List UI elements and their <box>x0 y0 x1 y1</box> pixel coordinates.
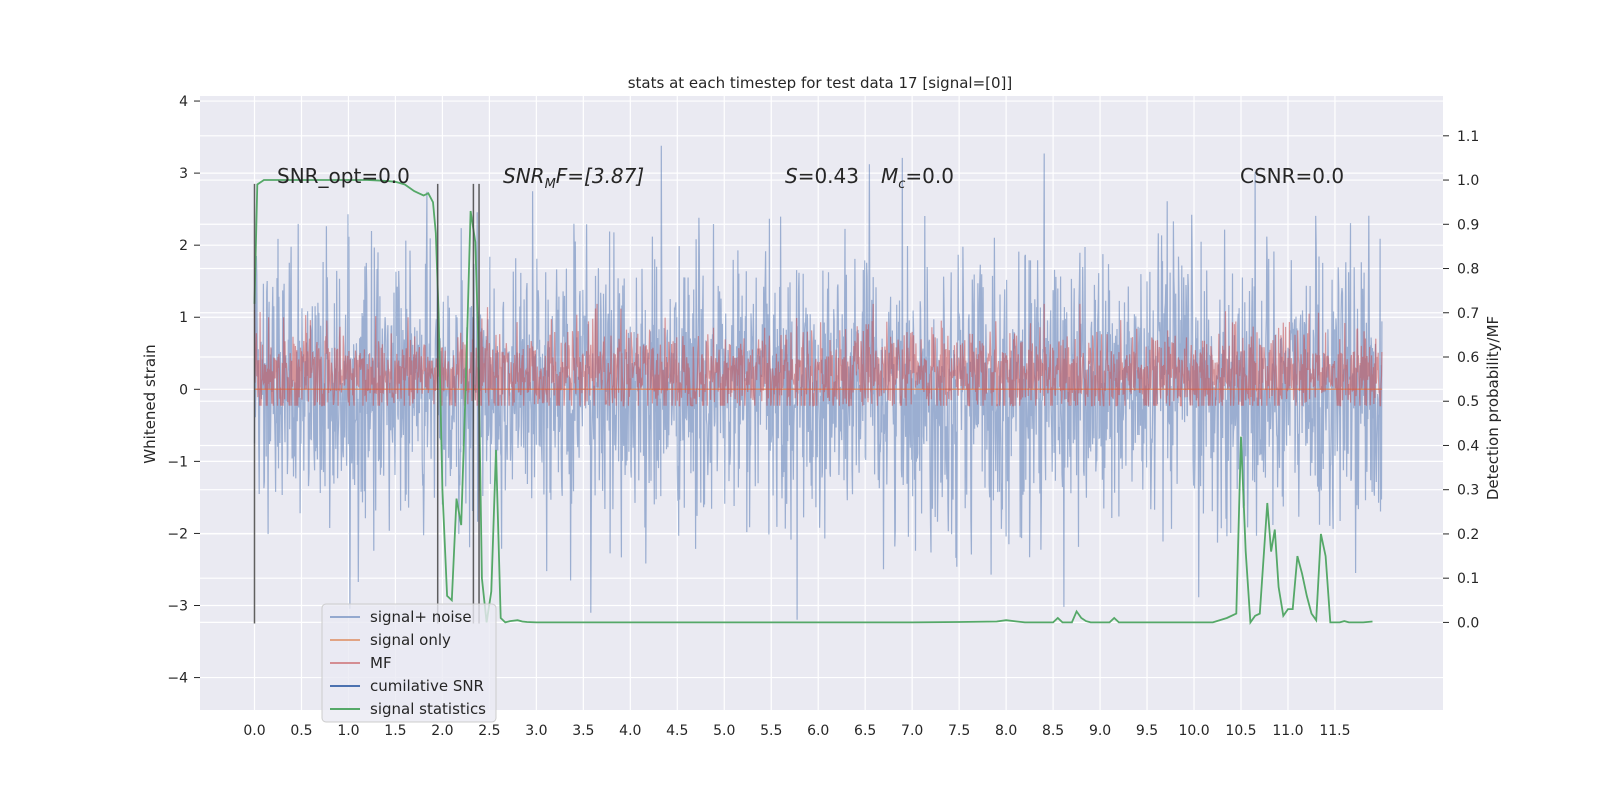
x-tick-label: 5.0 <box>713 723 735 739</box>
x-tick-label: 0.5 <box>290 723 312 739</box>
y-tick-label-left: −3 <box>167 599 188 615</box>
y-tick-label-right: 1.0 <box>1457 173 1479 189</box>
y-axis-label-right: Detection probability/MF <box>1484 316 1502 500</box>
snr-mf-annotation: SNRMF=[3.87] <box>503 164 644 192</box>
y-tick-label-right: 0.7 <box>1457 306 1479 322</box>
y-tick-label-right: 0.3 <box>1457 483 1479 499</box>
chart-title: stats at each timestep for test data 17 … <box>628 74 1013 92</box>
legend-label-mf: MF <box>370 654 392 672</box>
x-tick-label: 0.0 <box>243 723 265 739</box>
x-tick-label: 2.5 <box>478 723 500 739</box>
y-tick-label-left: 0 <box>179 382 188 398</box>
y-tick-label-right: 0.8 <box>1457 262 1479 278</box>
legend-label-signal-only: signal only <box>370 631 451 649</box>
x-tick-label: 8.0 <box>995 723 1017 739</box>
mc-annotation: Mc=0.0 <box>881 164 954 192</box>
legend: signal+ noise signal only MF cumilative … <box>321 603 497 723</box>
y-tick-label-left: −1 <box>167 454 188 470</box>
x-tick-label: 8.5 <box>1042 723 1064 739</box>
y-tick-label-left: 3 <box>179 166 188 182</box>
y-tick-label-right: 0.9 <box>1457 217 1479 233</box>
legend-label-cumulative-snr: cumilative SNR <box>370 677 484 695</box>
x-tick-label: 9.0 <box>1089 723 1111 739</box>
x-tick-label: 10.5 <box>1225 723 1256 739</box>
x-tick-label: 6.0 <box>807 723 829 739</box>
legend-label-signal-noise: signal+ noise <box>370 608 472 626</box>
legend-label-signal-statistics: signal statistics <box>370 700 486 718</box>
x-tick-label: 7.0 <box>901 723 923 739</box>
y-tick-label-left: 4 <box>179 94 188 110</box>
x-tick-label: 11.0 <box>1272 723 1303 739</box>
y-tick-label-right: 0.5 <box>1457 394 1479 410</box>
x-tick-label: 10.0 <box>1178 723 1209 739</box>
series-signal-statistics-line <box>253 179 1373 625</box>
series-mf-line <box>253 303 1383 407</box>
x-tick-label: 7.5 <box>948 723 970 739</box>
y-tick-label-right: 0.0 <box>1457 615 1479 631</box>
y-tick-label-left: 1 <box>179 310 188 326</box>
x-tick-label: 3.0 <box>525 723 547 739</box>
x-tick-label: 6.5 <box>854 723 876 739</box>
x-tick-label: 3.5 <box>572 723 594 739</box>
x-tick-label: 9.5 <box>1136 723 1158 739</box>
y-tick-label-left: −2 <box>167 526 188 542</box>
tick-labels: 0.0 0.5 1.0 1.5 2.0 2.5 3.0 3.5 4.0 4.5 5.0 5.5 6.0 6… <box>167 94 1479 739</box>
x-tick-label: 1.0 <box>337 723 359 739</box>
x-tick-label: 4.5 <box>666 723 688 739</box>
y-axis-label-left: Whitened strain <box>141 344 159 463</box>
y-tick-label-right: 0.4 <box>1457 438 1479 454</box>
x-tick-label: 4.0 <box>619 723 641 739</box>
x-tick-label: 2.0 <box>431 723 453 739</box>
legend-box <box>321 603 497 723</box>
vertical-markers <box>253 183 480 624</box>
snr-opt-annotation: SNR_opt=0.0 <box>277 164 410 188</box>
y-tick-label-right: 0.1 <box>1457 571 1479 587</box>
y-tick-label-left: 2 <box>179 238 188 254</box>
x-tick-label: 1.5 <box>384 723 406 739</box>
y-tick-label-right: 0.6 <box>1457 350 1479 366</box>
x-tick-label: 5.5 <box>760 723 782 739</box>
y-tick-label-right: 1.1 <box>1457 129 1479 145</box>
y-tick-label-left: −4 <box>167 671 188 687</box>
x-tick-label: 11.5 <box>1319 723 1350 739</box>
series-layer <box>253 145 1383 625</box>
csnr-annotation: CSNR=0.0 <box>1240 164 1344 188</box>
y-tick-label-right: 0.2 <box>1457 527 1479 543</box>
s-annotation: S=0.43 <box>785 164 859 188</box>
